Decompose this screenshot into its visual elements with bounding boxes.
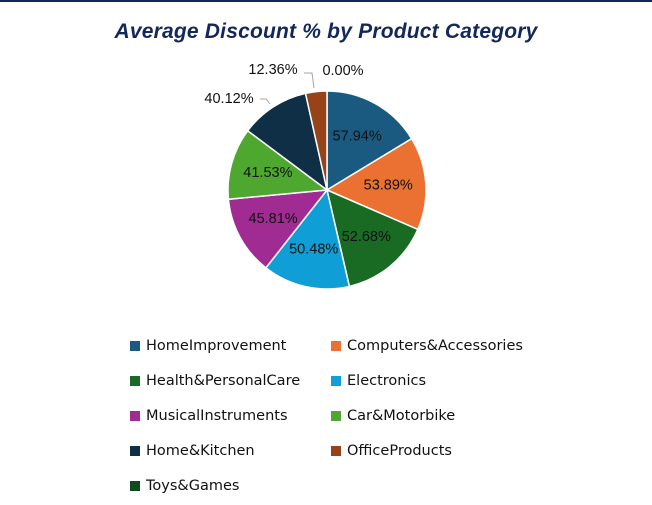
pie-slice-home-kitchen bbox=[246, 92, 329, 192]
data-label: 57.94% bbox=[333, 128, 382, 144]
legend-swatch bbox=[130, 411, 140, 421]
pie-slice-computers-accessories bbox=[325, 137, 427, 231]
chart-title: Average Discount % by Product Category bbox=[114, 20, 538, 43]
data-label: 40.12% bbox=[204, 91, 253, 107]
legend-label: OfficeProducts bbox=[347, 443, 452, 459]
pie-slice-car-motorbike bbox=[227, 129, 330, 201]
legend-label: Computers&Accessories bbox=[347, 338, 523, 354]
pie-slice-electronics bbox=[264, 188, 351, 290]
data-label: 12.36% bbox=[248, 62, 297, 78]
pie-slice-musicalinstruments bbox=[227, 189, 329, 269]
legend-item: Car&Motorbike bbox=[331, 406, 550, 426]
legend-label: Car&Motorbike bbox=[347, 408, 456, 424]
top-border bbox=[0, 0, 652, 2]
data-label: 41.53% bbox=[243, 165, 292, 181]
leader-line bbox=[304, 72, 315, 89]
legend-label: MusicalInstruments bbox=[146, 408, 288, 424]
legend-item: Toys&Games bbox=[130, 476, 331, 496]
legend-label: HomeImprovement bbox=[146, 338, 287, 354]
legend-swatch bbox=[331, 411, 341, 421]
legend-label: Toys&Games bbox=[146, 478, 240, 494]
legend-item: Electronics bbox=[331, 371, 550, 391]
legend-swatch bbox=[130, 341, 140, 351]
legend-swatch bbox=[331, 341, 341, 351]
legend: HomeImprovement Computers&Accessories Heal… bbox=[130, 336, 550, 496]
pie-slice-homeimprovement bbox=[326, 90, 413, 192]
legend-label: Health&PersonalCare bbox=[146, 373, 301, 389]
legend-item: Health&PersonalCare bbox=[130, 371, 331, 391]
legend-swatch bbox=[331, 376, 341, 386]
pie-slice-officeproducts bbox=[304, 90, 328, 191]
legend-item: HomeImprovement bbox=[130, 336, 331, 356]
legend-item: Home&Kitchen bbox=[130, 441, 331, 461]
pie-slice-health-personalcare bbox=[325, 188, 419, 288]
legend-swatch bbox=[130, 376, 140, 386]
data-label: 45.81% bbox=[249, 211, 298, 227]
legend-label: Home&Kitchen bbox=[146, 443, 255, 459]
legend-label: Electronics bbox=[347, 373, 427, 389]
legend-item: Computers&Accessories bbox=[331, 336, 550, 356]
legend-swatch bbox=[130, 481, 140, 491]
legend-item: MusicalInstruments bbox=[130, 406, 331, 426]
data-label: 53.89% bbox=[364, 178, 413, 194]
legend-swatch bbox=[130, 446, 140, 456]
data-label: 0.00% bbox=[322, 63, 363, 79]
data-label: 50.48% bbox=[289, 242, 338, 258]
legend-swatch bbox=[331, 446, 341, 456]
legend-item: OfficeProducts bbox=[331, 441, 550, 461]
data-label: 52.68% bbox=[342, 229, 391, 245]
leader-line bbox=[260, 98, 271, 105]
